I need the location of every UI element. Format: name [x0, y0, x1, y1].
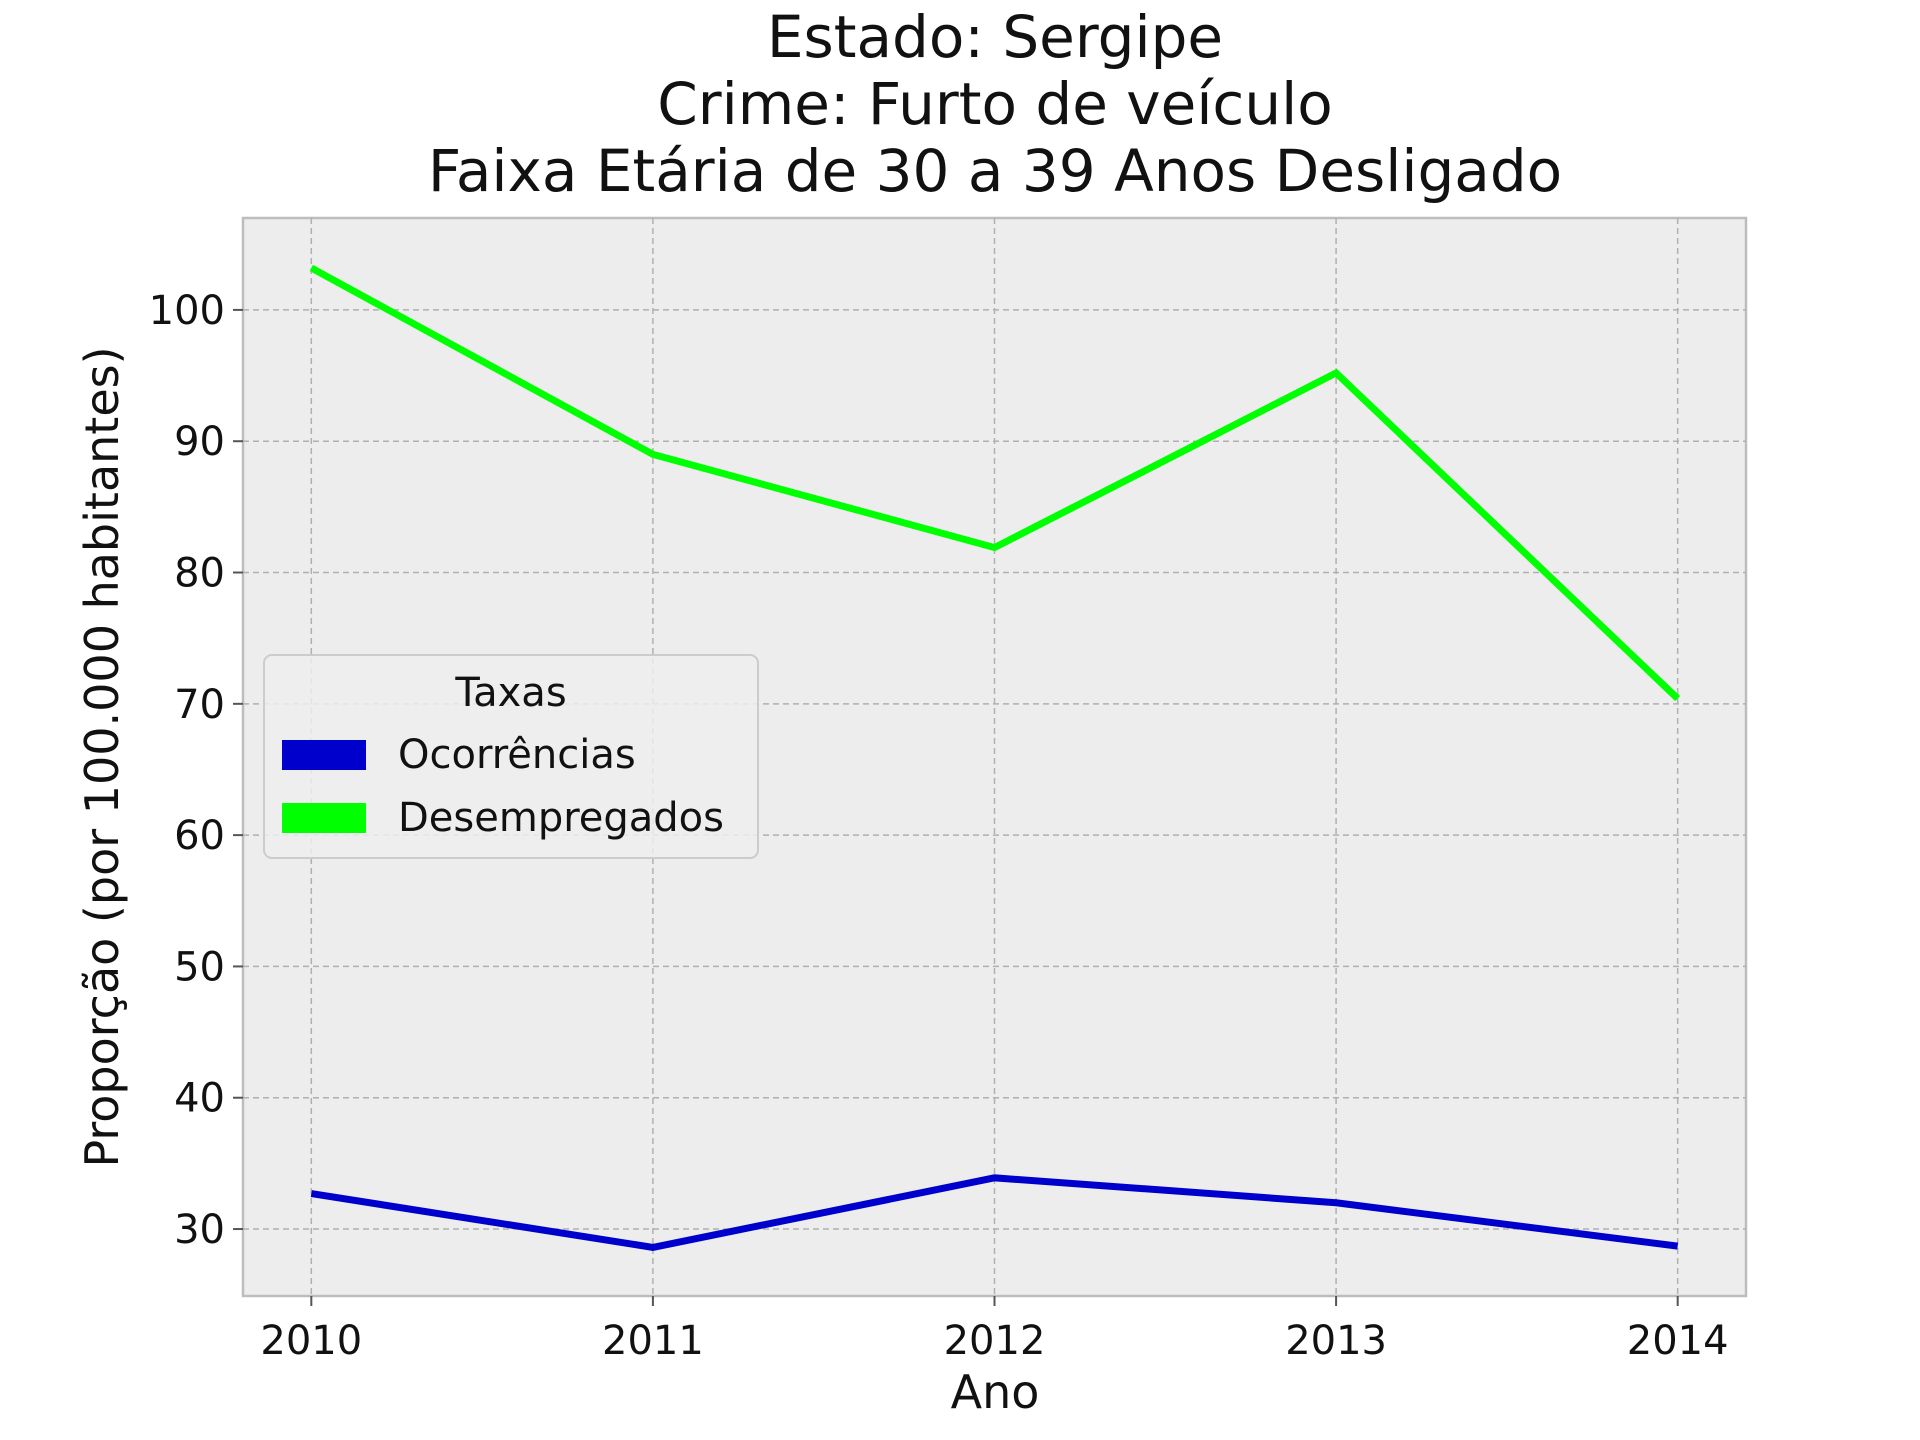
- y-tick-label-80: 80: [174, 551, 225, 597]
- y-tick-label-40: 40: [174, 1076, 225, 1122]
- y-axis-ticks: 30 40 50 60 70 80 90 100: [149, 288, 243, 1253]
- x-tick-label-2014: 2014: [1627, 1318, 1729, 1364]
- y-tick-label-90: 90: [174, 419, 225, 465]
- y-tick-label-50: 50: [174, 944, 225, 990]
- legend-label-desempregados: Desempregados: [398, 795, 724, 841]
- series-lines: [309, 264, 1681, 1251]
- series-line-ocorrencias: [310, 1174, 1679, 1251]
- y-tick-label-30: 30: [174, 1207, 225, 1253]
- legend-label-ocorrencias: Ocorrências: [398, 732, 636, 778]
- y-axis-label: Proporção (por 100.000 habitantes): [75, 346, 129, 1167]
- series-line-desempregados: [309, 264, 1681, 702]
- legend-title: Taxas: [454, 670, 566, 716]
- x-tick-label-2012: 2012: [944, 1318, 1046, 1364]
- x-axis-ticks: 2010 2011 2012 2013 2014: [260, 1296, 1729, 1364]
- legend: Taxas Ocorrências Desempregados: [263, 654, 759, 859]
- legend-swatch-desempregados: [282, 803, 366, 833]
- y-tick-label-100: 100: [149, 288, 225, 334]
- x-tick-label-2013: 2013: [1285, 1318, 1387, 1364]
- x-tick-label-2010: 2010: [260, 1318, 362, 1364]
- title-line-3: Faixa Etária de 30 a 39 Anos Desligado: [428, 137, 1562, 205]
- legend-box: [263, 654, 759, 859]
- legend-swatch-ocorrencias: [282, 740, 366, 770]
- chart-title: Estado: Sergipe Crime: Furto de veículo …: [428, 3, 1562, 205]
- x-tick-label-2011: 2011: [602, 1318, 704, 1364]
- y-tick-label-60: 60: [174, 813, 225, 859]
- x-axis-label: Ano: [951, 1365, 1040, 1419]
- title-line-1: Estado: Sergipe: [767, 3, 1223, 71]
- y-tick-label-70: 70: [174, 682, 225, 728]
- title-line-2: Crime: Furto de veículo: [657, 70, 1332, 138]
